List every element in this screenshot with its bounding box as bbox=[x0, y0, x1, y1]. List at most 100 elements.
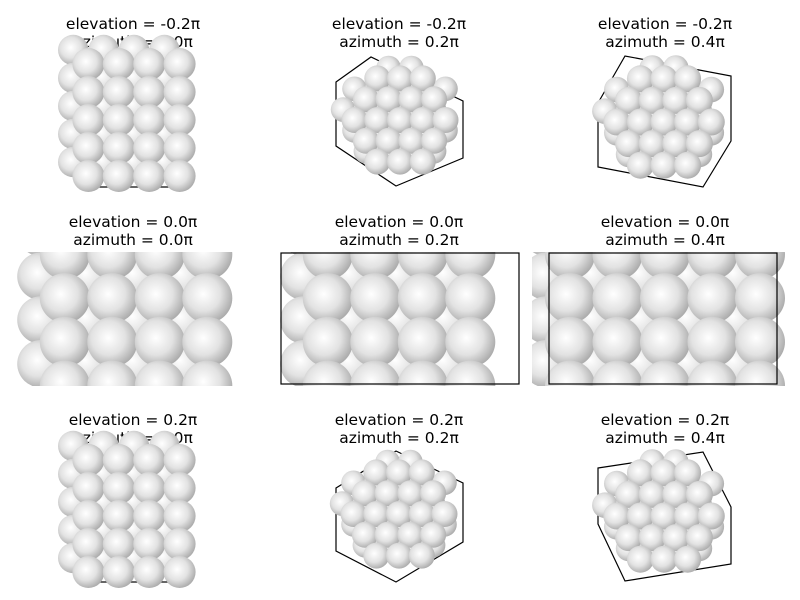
sphere bbox=[674, 151, 702, 179]
panel-elev-m02-azim-02: elevation = -0.2π azimuth = 0.2π bbox=[266, 0, 532, 200]
sphere bbox=[387, 107, 413, 133]
elevation-label: elevation = 0.0π bbox=[68, 213, 198, 231]
sphere bbox=[337, 252, 366, 257]
sphere bbox=[697, 502, 725, 530]
sphere bbox=[102, 104, 135, 136]
sphere bbox=[102, 472, 135, 504]
sphere bbox=[532, 252, 560, 257]
sphere bbox=[386, 542, 412, 569]
sphere bbox=[722, 252, 750, 257]
sphere-cluster bbox=[330, 55, 459, 175]
sphere bbox=[627, 252, 655, 257]
bounding-box bbox=[335, 450, 464, 583]
sphere bbox=[134, 360, 185, 386]
sphere bbox=[445, 273, 496, 324]
sphere bbox=[675, 252, 703, 257]
sphere bbox=[102, 132, 135, 164]
sphere bbox=[302, 273, 353, 324]
bounding-box bbox=[597, 451, 732, 582]
sphere bbox=[39, 252, 90, 280]
sphere bbox=[650, 65, 678, 93]
sphere bbox=[735, 316, 785, 367]
sphere bbox=[674, 65, 702, 93]
sphere bbox=[163, 444, 196, 476]
sphere bbox=[102, 48, 135, 80]
elevation-label: elevation = -0.2π bbox=[597, 15, 733, 33]
sphere bbox=[687, 252, 738, 280]
sphere bbox=[386, 501, 412, 527]
sphere bbox=[432, 252, 461, 257]
sphere bbox=[163, 104, 196, 136]
sphere bbox=[638, 480, 666, 508]
sphere bbox=[638, 86, 666, 114]
sphere bbox=[133, 528, 166, 560]
sphere bbox=[350, 316, 401, 367]
sphere bbox=[182, 360, 233, 386]
sphere bbox=[640, 360, 690, 386]
sphere bbox=[409, 107, 436, 133]
sphere bbox=[72, 104, 105, 136]
sphere bbox=[352, 86, 379, 113]
panel-elev-02-azim-02: elevation = 0.2π azimuth = 0.2π bbox=[266, 396, 532, 596]
sphere bbox=[408, 542, 435, 569]
sphere bbox=[398, 127, 425, 154]
sphere bbox=[421, 86, 448, 113]
sphere bbox=[545, 316, 595, 367]
sphere bbox=[134, 252, 185, 280]
sphere bbox=[363, 542, 390, 569]
sphere bbox=[163, 528, 196, 560]
sphere-cluster bbox=[592, 55, 725, 179]
sphere bbox=[134, 273, 185, 324]
sphere bbox=[340, 501, 367, 527]
sphere bbox=[615, 524, 643, 552]
sphere bbox=[350, 360, 401, 386]
sphere bbox=[640, 316, 690, 367]
sphere bbox=[420, 521, 447, 548]
azimuth-label: azimuth = 0.2π bbox=[339, 429, 459, 447]
elevation-label: elevation = -0.2π bbox=[65, 15, 201, 33]
elevation-label: elevation = 0.2π bbox=[68, 411, 198, 429]
sphere bbox=[662, 524, 690, 552]
sphere bbox=[133, 556, 166, 588]
sphere bbox=[163, 556, 196, 588]
sphere bbox=[580, 252, 608, 257]
sphere bbox=[74, 252, 103, 257]
sphere bbox=[163, 132, 196, 164]
sphere bbox=[409, 148, 436, 175]
elevation-label: elevation = -0.2π bbox=[331, 15, 467, 33]
azimuth-label: azimuth = 0.4π bbox=[605, 33, 725, 51]
panel-elev-02-azim-00: elevation = 0.2π azimuth = 0.0π bbox=[0, 396, 266, 596]
sphere-cluster bbox=[17, 252, 233, 386]
sphere bbox=[687, 360, 738, 386]
bounding-box bbox=[335, 56, 464, 187]
sphere bbox=[72, 444, 105, 476]
sphere bbox=[364, 148, 391, 175]
sphere bbox=[364, 65, 391, 92]
sphere bbox=[685, 480, 713, 508]
azimuth-label: azimuth = 0.2π bbox=[339, 231, 459, 249]
sphere bbox=[650, 108, 678, 136]
sphere bbox=[182, 316, 233, 367]
sphere-packing-view bbox=[329, 449, 464, 583]
sphere bbox=[72, 160, 105, 192]
sphere bbox=[102, 528, 135, 560]
elevation-label: elevation = 0.0π bbox=[334, 213, 464, 231]
sphere bbox=[163, 472, 196, 504]
sphere-cluster bbox=[57, 430, 196, 588]
sphere bbox=[133, 104, 166, 136]
sphere bbox=[102, 76, 135, 108]
sphere bbox=[350, 252, 401, 280]
sphere bbox=[615, 130, 643, 158]
sphere-packing-view bbox=[280, 252, 520, 386]
sphere bbox=[735, 273, 785, 324]
sphere bbox=[640, 273, 690, 324]
sphere bbox=[685, 86, 713, 114]
sphere bbox=[397, 273, 448, 324]
sphere bbox=[72, 556, 105, 588]
sphere bbox=[364, 107, 391, 133]
sphere bbox=[735, 252, 785, 280]
sphere bbox=[408, 459, 435, 486]
sphere bbox=[72, 472, 105, 504]
sphere bbox=[374, 480, 401, 507]
